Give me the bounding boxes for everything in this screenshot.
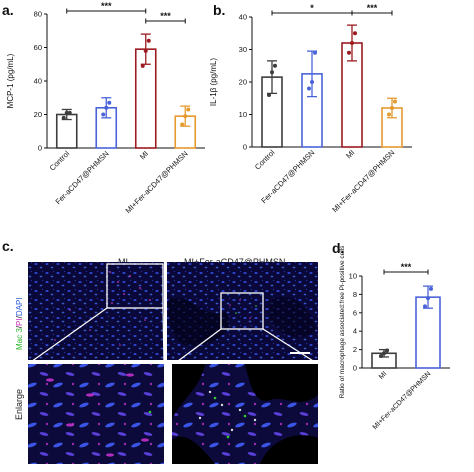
bar — [415, 296, 441, 369]
data-point — [64, 110, 69, 115]
y-tick-label: 20 — [239, 78, 247, 87]
panel-letter-c: c. — [2, 238, 14, 254]
data-point — [67, 110, 72, 115]
data-point — [61, 115, 66, 120]
y-tick-label: 30 — [239, 45, 247, 54]
data-point — [353, 31, 357, 36]
data-point — [186, 107, 191, 112]
data-point — [107, 100, 112, 105]
data-point — [390, 106, 394, 110]
y-axis-title: MCP-1 (pg/mL) — [6, 53, 15, 108]
data-point — [180, 122, 185, 127]
x-tick-label: Control — [48, 149, 72, 173]
data-point — [426, 296, 430, 301]
y-axis-title: Ratio of macrophage associated:free Pi-p… — [339, 245, 346, 399]
y-tick-label: 60 — [34, 43, 42, 52]
micrograph-mi-enlarge — [28, 364, 164, 464]
y-tick-label: 0 — [38, 144, 42, 153]
data-point — [146, 38, 151, 43]
data-point — [347, 50, 351, 55]
stain-legend: Mac 3/PI/DAPI — [15, 298, 24, 351]
x-tick-label: MI+Fer-aCD47@PHMSN — [330, 148, 396, 214]
significance-label: * — [310, 3, 314, 13]
significance-label: *** — [367, 3, 378, 13]
stain-pi: PI — [15, 318, 24, 326]
data-point — [104, 105, 109, 110]
data-point — [267, 93, 271, 97]
data-point — [379, 354, 383, 359]
row-label-enlarge: Enlarge — [14, 389, 24, 420]
y-axis-title: IL-1β (pg/mL) — [209, 58, 218, 107]
data-point — [387, 112, 391, 117]
y-tick-label: 10 — [349, 272, 357, 281]
micrograph-treated-overview — [167, 262, 319, 365]
panel-letter-a: a. — [2, 2, 14, 18]
x-tick-label: MI+Fer-aCD47@PHMSN — [124, 149, 190, 215]
data-point — [273, 63, 277, 68]
data-point — [183, 114, 188, 119]
data-point — [307, 86, 311, 91]
data-point — [393, 99, 397, 104]
data-point — [423, 304, 427, 309]
data-point — [382, 351, 386, 356]
y-tick-label: 40 — [239, 13, 247, 22]
y-tick-label: 2 — [353, 345, 357, 354]
x-tick-label: Control — [253, 148, 277, 172]
y-tick-label: 40 — [34, 77, 42, 86]
stain-dapi: DAPI — [15, 298, 24, 317]
micrograph-mi-overview — [27, 262, 165, 365]
significance-label: *** — [160, 11, 171, 21]
panel-letter-b: b. — [213, 2, 225, 18]
stain-separator-1: / — [15, 325, 24, 328]
micrograph-treated-enlarge — [172, 364, 318, 464]
y-tick-label: 4 — [353, 327, 357, 336]
data-point — [143, 48, 148, 53]
data-point — [385, 348, 389, 353]
y-tick-label: 20 — [34, 110, 42, 119]
y-tick-label: 8 — [353, 290, 357, 299]
y-tick-label: 0 — [353, 364, 357, 373]
significance-label: *** — [101, 1, 112, 11]
data-point — [310, 80, 314, 84]
data-point — [313, 50, 317, 55]
y-tick-label: 80 — [34, 10, 42, 19]
data-point — [429, 286, 433, 291]
y-tick-label: 0 — [243, 143, 247, 152]
panel-letter-d: d. — [332, 240, 344, 256]
x-tick-label: MI — [344, 148, 356, 160]
stain-separator-2: / — [15, 315, 24, 318]
data-point — [350, 41, 354, 45]
stain-mac3: Mac 3 — [15, 328, 24, 350]
y-tick-label: 10 — [239, 110, 247, 119]
data-point — [101, 112, 106, 117]
x-tick-label: MI — [138, 149, 150, 161]
data-point — [140, 63, 145, 68]
data-point — [270, 70, 274, 75]
y-tick-label: 6 — [353, 308, 357, 317]
x-tick-label: MI — [378, 370, 388, 380]
significance-label: *** — [401, 262, 412, 272]
